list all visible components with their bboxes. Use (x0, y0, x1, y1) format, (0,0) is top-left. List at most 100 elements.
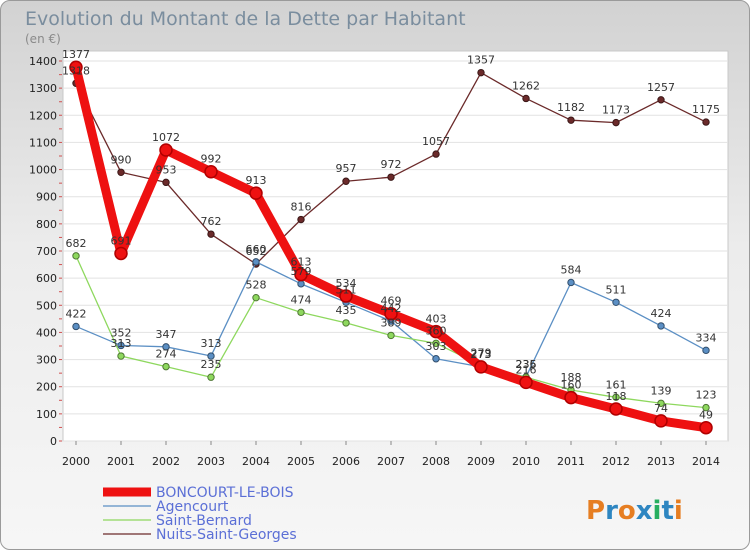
data-label: 273 (471, 348, 492, 361)
data-label: 424 (651, 307, 672, 320)
y-tick-label: 1200 (29, 109, 57, 122)
data-label: 511 (336, 283, 357, 296)
data-point (162, 178, 170, 187)
x-tick-label: 2005 (287, 455, 315, 468)
y-tick-label: 800 (36, 218, 57, 231)
data-point (567, 116, 575, 124)
data-label: 511 (606, 283, 627, 296)
data-point (609, 402, 623, 416)
data-label: 389 (381, 316, 402, 329)
x-tick-label: 2001 (107, 455, 135, 468)
data-point (297, 308, 305, 317)
data-point (522, 94, 530, 103)
data-label: 216 (516, 363, 537, 376)
x-tick-label: 2014 (692, 455, 720, 468)
data-point (162, 362, 170, 371)
data-label: 139 (651, 384, 672, 397)
data-label: 74 (654, 402, 668, 415)
data-point (702, 403, 710, 412)
data-point (612, 298, 620, 306)
data-label: 1173 (602, 104, 630, 117)
legend-label: Nuits-Saint-Georges (156, 527, 297, 543)
data-label: 273 (471, 348, 492, 361)
y-tick-label: 400 (36, 326, 57, 339)
x-tick-label: 2006 (332, 455, 360, 468)
data-label: 474 (291, 293, 312, 306)
data-point (432, 150, 440, 158)
data-label: 913 (246, 174, 267, 187)
data-point (657, 399, 665, 407)
data-label: 682 (66, 237, 87, 250)
data-point (612, 118, 620, 127)
data-label: 584 (561, 263, 582, 276)
data-point (432, 339, 440, 347)
data-point (162, 343, 170, 351)
data-label: 347 (156, 328, 177, 341)
data-point (702, 346, 710, 355)
y-tick-label: 100 (36, 408, 57, 421)
data-point (387, 331, 395, 340)
data-label: 49 (699, 409, 713, 422)
data-point (702, 118, 710, 126)
data-point (117, 168, 125, 176)
data-point (387, 173, 395, 181)
y-tick-label: 700 (36, 245, 57, 258)
y-tick-label: 300 (36, 354, 57, 367)
data-label: 1057 (422, 135, 450, 148)
x-tick-label: 2012 (602, 455, 630, 468)
data-point (159, 143, 173, 157)
data-point (564, 390, 578, 405)
data-label: 403 (426, 313, 447, 326)
y-tick-label: 1100 (29, 136, 57, 149)
data-label: 303 (426, 340, 447, 353)
y-tick-label: 600 (36, 272, 57, 285)
x-tick-label: 2009 (467, 455, 495, 468)
data-label: 534 (336, 277, 357, 290)
legend-label: Agencourt (156, 499, 229, 515)
data-point (297, 215, 305, 224)
data-label: 313 (111, 337, 132, 350)
data-label: 422 (66, 307, 87, 320)
data-point (477, 68, 485, 77)
data-point (72, 252, 80, 260)
y-tick-label: 1400 (29, 55, 57, 68)
y-tick-label: 1300 (29, 82, 57, 95)
data-label: 1377 (62, 48, 90, 61)
data-label: 313 (201, 337, 222, 350)
data-point (342, 177, 350, 185)
data-label: 992 (201, 153, 222, 166)
data-point (519, 375, 533, 390)
x-tick-label: 2011 (557, 455, 585, 468)
x-tick-label: 2002 (152, 455, 180, 468)
data-label: 123 (696, 389, 717, 402)
data-label: 435 (336, 304, 357, 317)
data-label: 236 (516, 358, 537, 371)
data-point (249, 186, 263, 200)
data-label: 274 (156, 348, 177, 361)
data-point (204, 164, 218, 179)
data-label: 1262 (512, 79, 540, 92)
data-point (657, 322, 665, 330)
data-point (342, 319, 350, 327)
x-tick-label: 2007 (377, 455, 405, 468)
data-point (474, 360, 488, 374)
chart-subtitle: (en €) (25, 32, 61, 46)
data-label: 161 (606, 378, 627, 391)
data-point (207, 352, 215, 360)
data-label: 953 (156, 163, 177, 176)
data-point (657, 96, 665, 104)
proxiti-logo: Proxiti (586, 496, 683, 526)
data-point (297, 280, 305, 288)
data-label: 660 (246, 243, 267, 256)
data-point (384, 306, 398, 321)
data-point (252, 293, 260, 302)
data-point (654, 414, 668, 428)
x-tick-label: 2000 (62, 455, 90, 468)
data-point (117, 341, 125, 350)
data-label: 118 (606, 390, 627, 403)
data-point (117, 352, 125, 360)
data-label: 990 (111, 153, 132, 166)
data-label: 334 (696, 331, 717, 344)
